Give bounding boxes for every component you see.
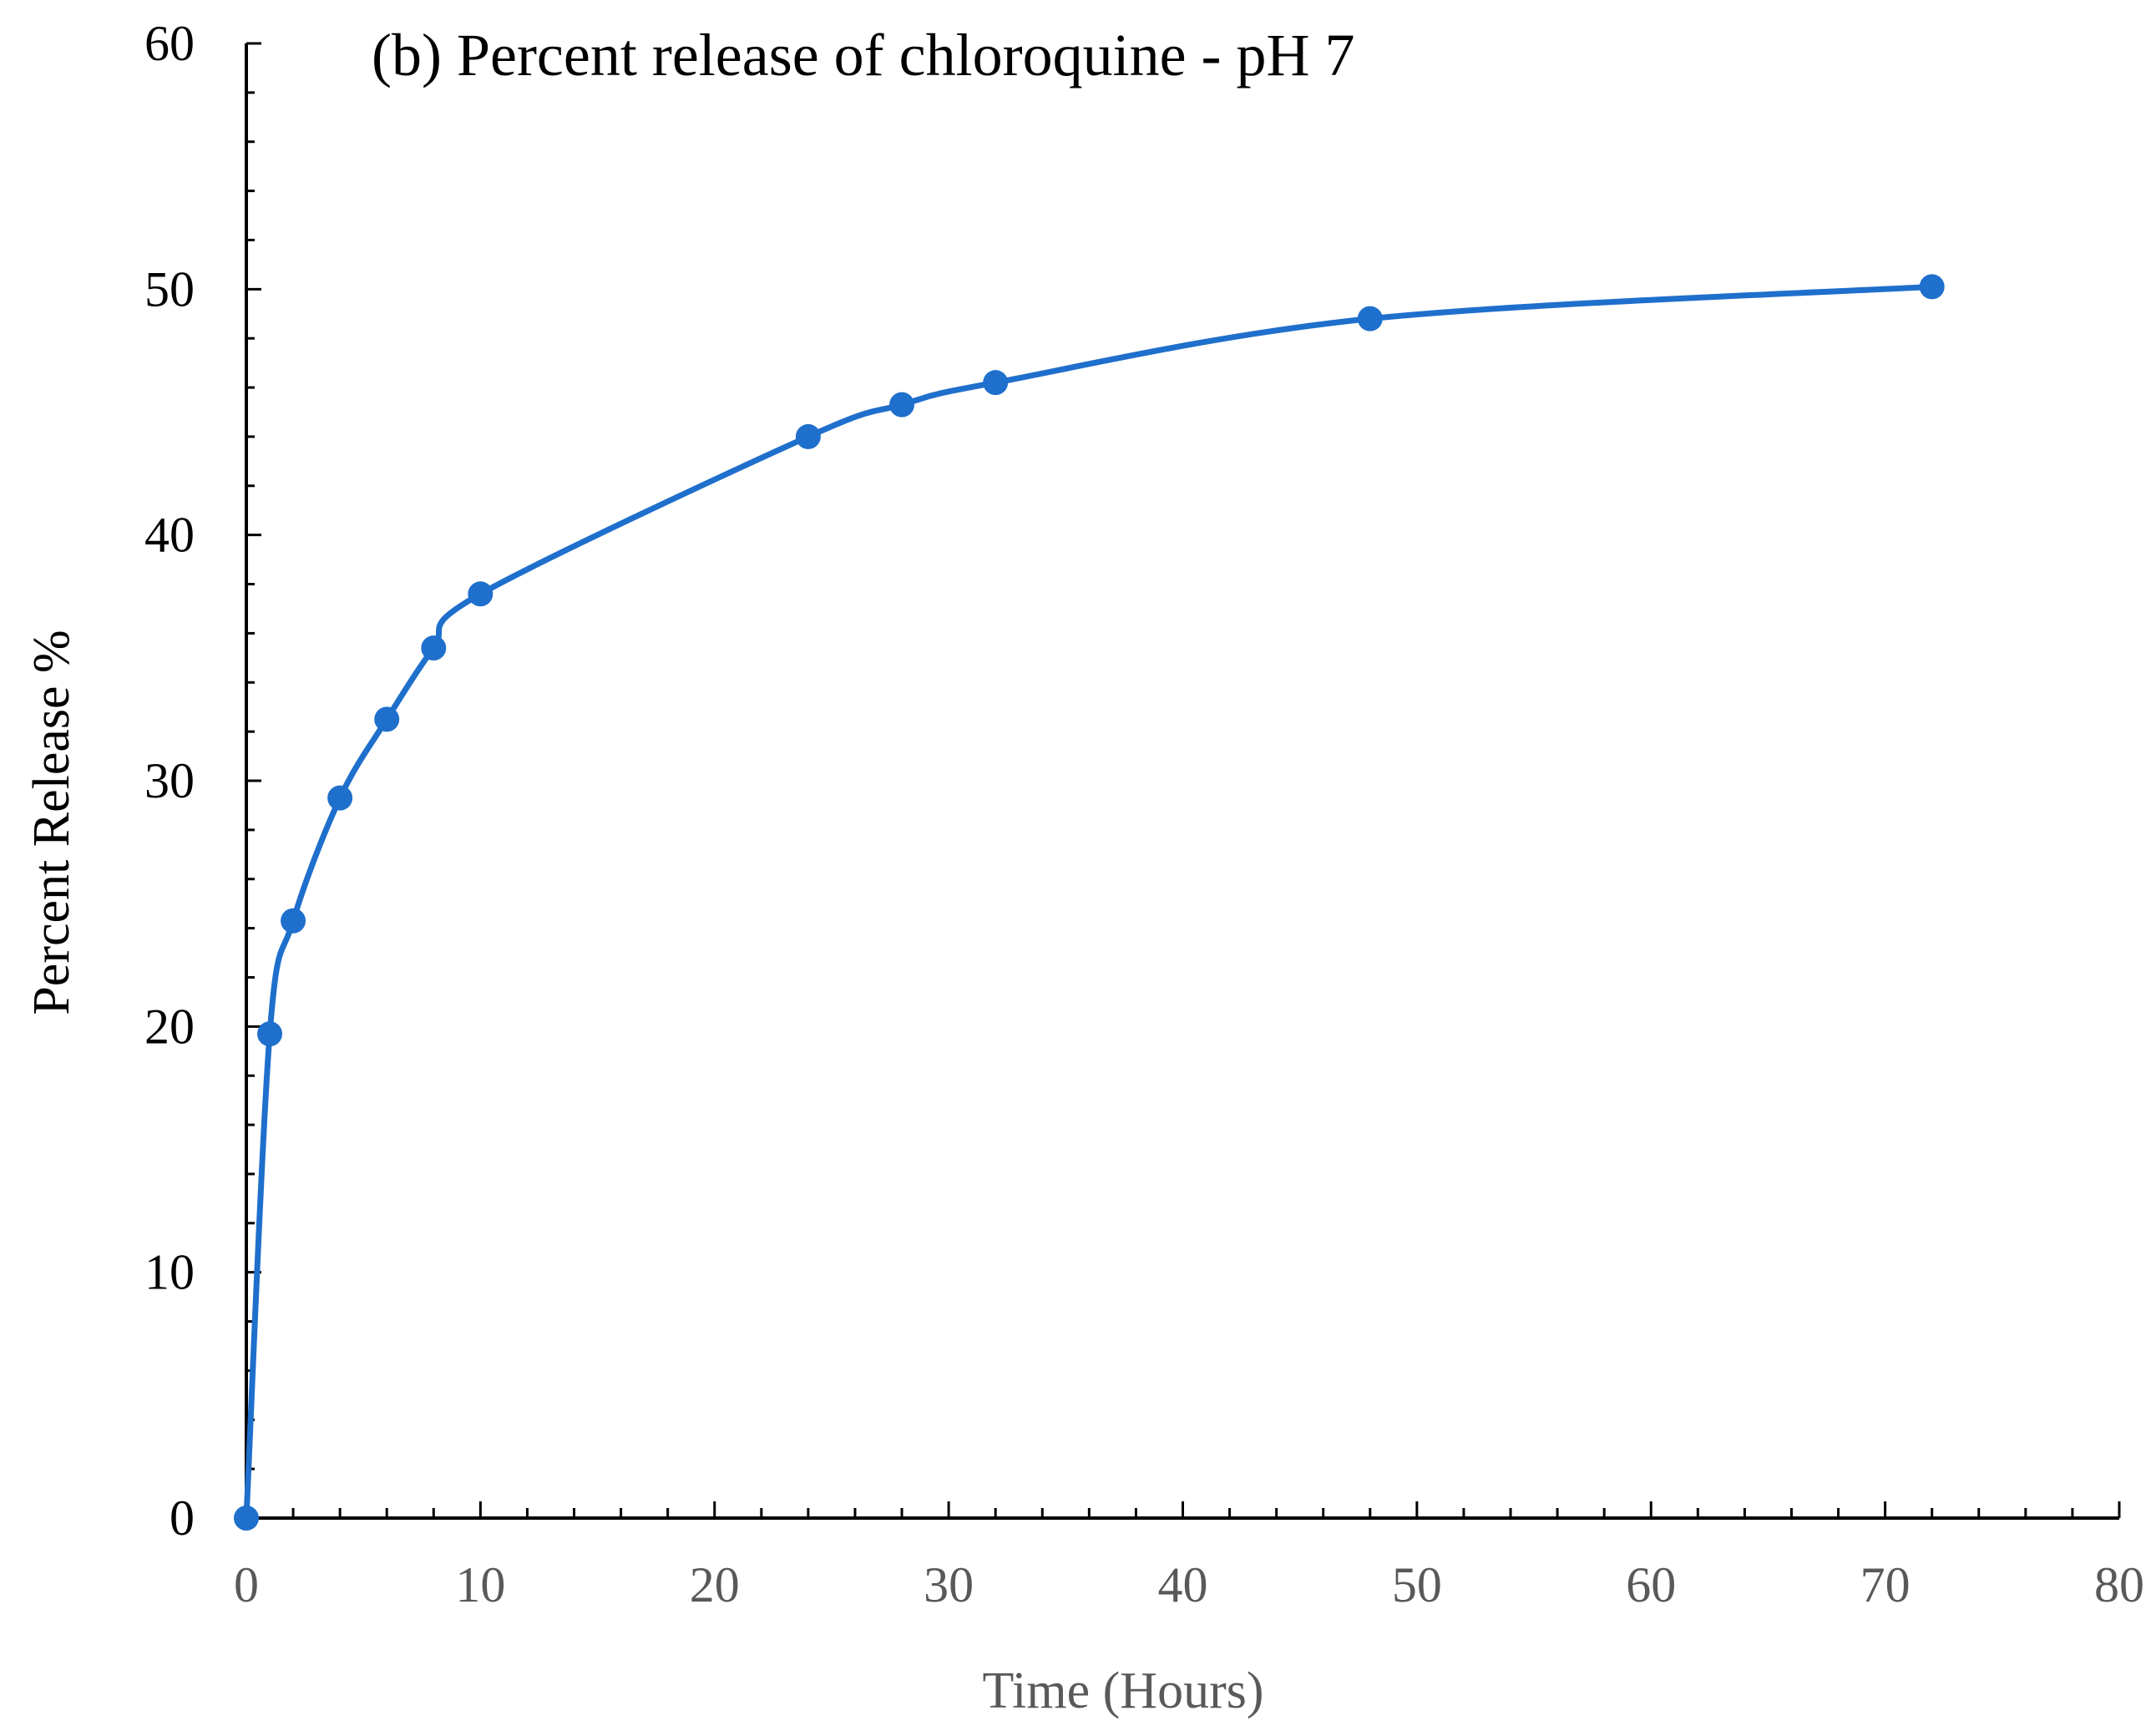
y-tick-label: 30 bbox=[144, 753, 195, 808]
x-tick-label: 80 bbox=[2094, 1557, 2144, 1612]
data-point bbox=[983, 370, 1009, 396]
y-tick-label: 50 bbox=[144, 261, 195, 316]
y-tick-label: 20 bbox=[144, 999, 195, 1054]
data-point bbox=[889, 392, 915, 418]
data-point bbox=[1919, 274, 1945, 300]
x-axis-title: Time (Hours) bbox=[982, 1663, 1263, 1719]
axes bbox=[245, 43, 2119, 1520]
data-point bbox=[257, 1021, 283, 1047]
x-tick-label: 30 bbox=[924, 1557, 974, 1612]
x-tick-label: 20 bbox=[690, 1557, 740, 1612]
y-tick-label: 10 bbox=[144, 1245, 195, 1300]
data-point bbox=[468, 581, 493, 607]
data-point bbox=[281, 908, 306, 934]
y-tick-label: 0 bbox=[170, 1491, 195, 1546]
data-point bbox=[1357, 306, 1383, 332]
x-tick-label: 60 bbox=[1626, 1557, 1676, 1612]
series-layer bbox=[234, 274, 1945, 1531]
data-point bbox=[421, 635, 447, 661]
data-point bbox=[374, 706, 400, 732]
chart-title: (b) Percent release of chloroquine - pH … bbox=[372, 22, 1355, 89]
x-ticks: 0 10 20 30 40 50 60 70 80 bbox=[234, 1501, 2144, 1612]
series-line bbox=[243, 283, 1932, 1519]
data-point bbox=[234, 1506, 259, 1531]
y-tick-label: 60 bbox=[144, 16, 195, 71]
data-point bbox=[327, 785, 353, 811]
x-tick-label: 70 bbox=[1860, 1557, 1911, 1612]
x-tick-label: 0 bbox=[234, 1557, 259, 1612]
y-tick-label: 40 bbox=[144, 508, 195, 563]
y-axis-title: Percent Release % bbox=[23, 630, 80, 1015]
x-tick-label: 50 bbox=[1392, 1557, 1442, 1612]
data-point bbox=[795, 423, 821, 449]
x-tick-label: 40 bbox=[1158, 1557, 1208, 1612]
y-ticks: 0 10 20 30 40 50 60 bbox=[144, 16, 261, 1546]
x-tick-label: 10 bbox=[455, 1557, 505, 1612]
